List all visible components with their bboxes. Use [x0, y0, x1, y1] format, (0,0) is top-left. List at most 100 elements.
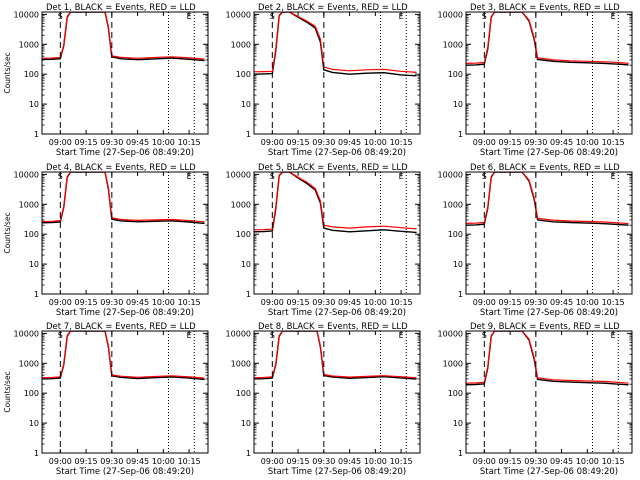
y-tick-label: 10000	[226, 10, 251, 19]
y-tick-label: 1000	[443, 200, 463, 209]
panel-det-6: S E 09:00 09:15 09:30 09:45 10:00 10:15 1 10 100 10…	[438, 163, 633, 318]
chart-title: Det 7, BLACK = Events, RED = LLD	[46, 322, 196, 332]
series-line-black	[466, 12, 629, 66]
series-line-black	[42, 172, 205, 225]
x-axis-label: Start Time (27-Sep-06 08:49:20)	[480, 148, 618, 158]
panel-det-1: S E 09:00 09:15 09:30 09:45 10:00 10:15 1 10 100 10…	[3, 3, 209, 158]
plot-frame	[253, 11, 421, 135]
y-tick-label: 10	[29, 260, 39, 269]
y-tick-label: 1000	[19, 359, 39, 368]
y-tick-label: 10	[241, 100, 251, 109]
series-line-black	[42, 331, 205, 381]
y-tick-label: 1	[246, 130, 251, 139]
y-tick-label: 100	[236, 230, 251, 239]
y-tick-label: 10	[453, 100, 463, 109]
x-tick-label: 09:30	[100, 298, 123, 307]
plot-frame	[41, 330, 209, 454]
x-tick-label: 09:15	[287, 298, 310, 307]
x-tick-label: 09:00	[261, 138, 284, 147]
y-tick-label: 1	[246, 449, 251, 458]
x-tick-label: 10:00	[576, 298, 599, 307]
series-line-red	[42, 172, 205, 223]
x-tick-label: 09:00	[473, 298, 496, 307]
y-tick-label: 1	[34, 449, 39, 458]
y-tick-label: 1	[34, 130, 39, 139]
x-tick-label: 09:45	[550, 138, 573, 147]
series-line-black	[254, 12, 417, 77]
marker-e: E	[399, 12, 404, 21]
marker-s: S	[270, 12, 275, 21]
y-tick-label: 1	[458, 290, 463, 299]
y-tick-label: 1000	[231, 40, 251, 49]
x-tick-label: 09:30	[312, 138, 335, 147]
x-tick-label: 09:15	[499, 138, 522, 147]
x-axis-label: Start Time (27-Sep-06 08:49:20)	[268, 308, 406, 318]
marker-e: E	[399, 331, 404, 340]
y-tick-label: 10000	[438, 10, 463, 19]
x-tick-label: 10:15	[178, 457, 201, 466]
marker-e: E	[187, 331, 192, 340]
chart-title: Det 8, BLACK = Events, RED = LLD	[258, 322, 408, 332]
x-tick-label: 09:30	[100, 457, 123, 466]
x-tick-label: 09:15	[287, 457, 310, 466]
y-axis-label: Counts/sec	[3, 371, 12, 412]
x-axis-label: Start Time (27-Sep-06 08:49:20)	[56, 467, 194, 477]
plot-frame	[465, 171, 633, 295]
x-tick-label: 09:30	[524, 298, 547, 307]
x-tick-label: 09:15	[75, 138, 98, 147]
chart-title: Det 5, BLACK = Events, RED = LLD	[258, 163, 408, 173]
y-tick-label: 10000	[14, 170, 39, 179]
x-tick-label: 10:15	[178, 138, 201, 147]
x-tick-label: 09:45	[126, 298, 149, 307]
x-tick-label: 09:30	[524, 457, 547, 466]
plot-frame	[253, 171, 421, 295]
y-tick-label: 10000	[438, 170, 463, 179]
x-tick-label: 09:15	[75, 457, 98, 466]
y-tick-label: 1000	[443, 40, 463, 49]
chart-title: Det 1, BLACK = Events, RED = LLD	[46, 3, 196, 13]
panel-det-2: S E 09:00 09:15 09:30 09:45 10:00 10:15 1 10 100 10…	[226, 3, 421, 158]
x-tick-label: 09:45	[338, 298, 361, 307]
y-tick-label: 100	[24, 230, 39, 239]
x-tick-label: 10:15	[602, 138, 625, 147]
y-tick-label: 100	[24, 70, 39, 79]
series-line-red	[42, 331, 205, 379]
x-tick-label: 10:00	[152, 298, 175, 307]
chart-title: Det 2, BLACK = Events, RED = LLD	[258, 3, 408, 13]
x-tick-label: 09:00	[49, 457, 72, 466]
marker-s: S	[482, 331, 487, 340]
x-axis-label: Start Time (27-Sep-06 08:49:20)	[268, 148, 406, 158]
marker-s: S	[58, 331, 63, 340]
x-tick-label: 09:15	[287, 138, 310, 147]
y-tick-label: 1	[34, 290, 39, 299]
panel-det-8: S E 09:00 09:15 09:30 09:45 10:00 10:15 1 10 100 10…	[226, 322, 421, 477]
y-tick-label: 10000	[438, 329, 463, 338]
series-line-red	[466, 331, 629, 384]
x-tick-label: 09:00	[473, 138, 496, 147]
x-tick-label: 09:15	[499, 298, 522, 307]
chart-title: Det 9, BLACK = Events, RED = LLD	[470, 322, 620, 332]
series-line-red	[254, 12, 417, 73]
y-tick-label: 100	[236, 389, 251, 398]
chart-title: Det 3, BLACK = Events, RED = LLD	[470, 3, 620, 13]
x-tick-label: 10:00	[364, 457, 387, 466]
y-tick-label: 100	[448, 70, 463, 79]
x-tick-label: 09:45	[338, 457, 361, 466]
y-tick-label: 10	[453, 260, 463, 269]
y-tick-label: 100	[448, 389, 463, 398]
series-line-red	[42, 12, 205, 60]
x-axis-label: Start Time (27-Sep-06 08:49:20)	[480, 308, 618, 318]
marker-s: S	[270, 331, 275, 340]
x-tick-label: 09:00	[473, 457, 496, 466]
y-tick-label: 10	[29, 100, 39, 109]
plot-frame	[253, 330, 421, 454]
y-tick-label: 1	[458, 449, 463, 458]
y-tick-label: 10	[241, 419, 251, 428]
chart-title: Det 4, BLACK = Events, RED = LLD	[46, 163, 196, 173]
y-tick-label: 1000	[19, 200, 39, 209]
series-line-red	[466, 12, 629, 64]
y-tick-label: 1000	[231, 359, 251, 368]
x-tick-label: 09:15	[499, 457, 522, 466]
x-tick-label: 09:30	[524, 138, 547, 147]
x-tick-label: 10:00	[152, 138, 175, 147]
